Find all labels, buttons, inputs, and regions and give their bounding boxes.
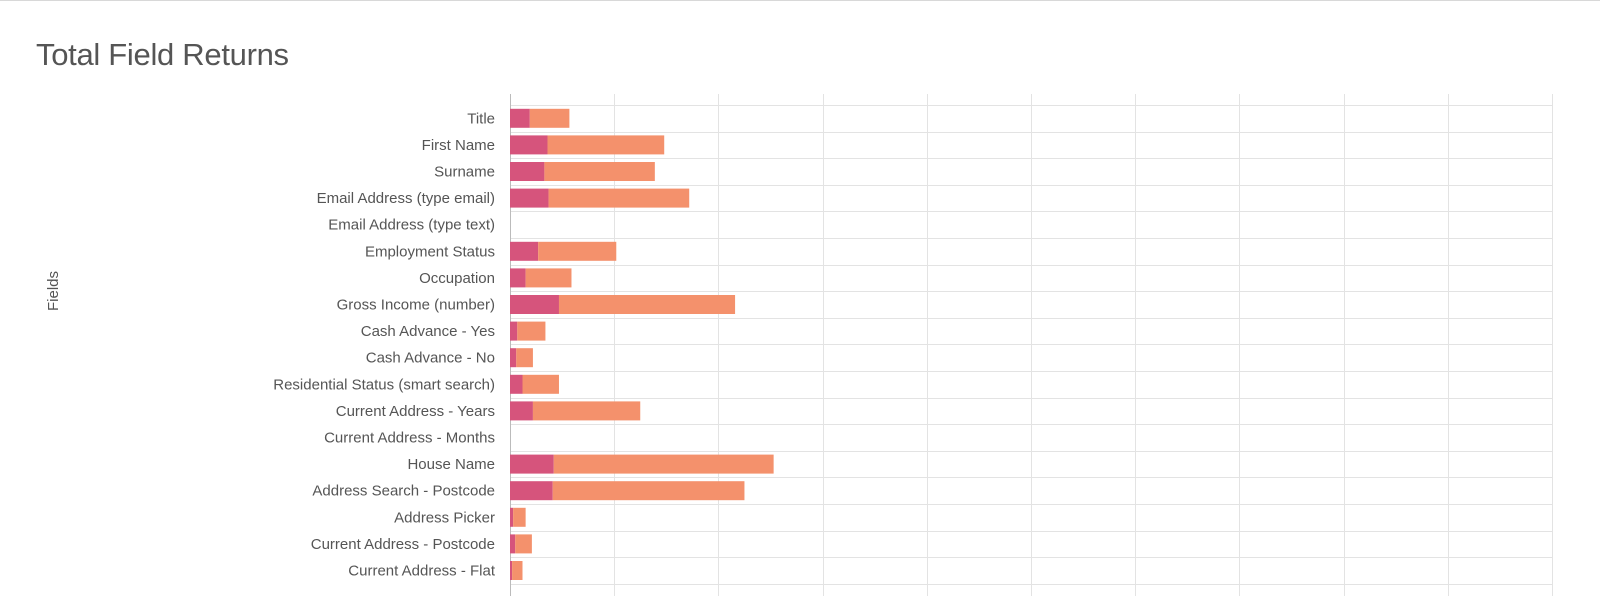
category-label: Current Address - Flat [348,563,496,580]
bar-segment-series-1[interactable] [510,268,526,288]
bar-segment-series-1[interactable] [510,401,533,421]
bar-segment-series-1[interactable] [510,348,517,368]
bar-segment-series-1[interactable] [510,374,523,394]
category-label: Email Address (type text) [328,217,495,234]
bar-segment-series-2[interactable] [512,561,523,580]
bar-segment-series-1[interactable] [510,481,553,501]
bar-segment-series-2[interactable] [553,454,774,474]
category-label: Employment Status [365,243,495,260]
chart-title: Total Field Returns [36,37,289,72]
bar-segment-series-2[interactable] [515,534,532,554]
bar-segment-series-1[interactable] [510,108,530,128]
category-label: Gross Income (number) [337,297,495,314]
category-label: Email Address (type email) [317,190,495,207]
bar-segment-series-1[interactable] [510,188,549,208]
bar-segment-series-2[interactable] [552,481,745,501]
bar-segment-series-2[interactable] [548,188,690,208]
category-label: Title [467,110,495,127]
category-label: Surname [434,164,495,181]
bar-segment-series-1[interactable] [510,295,559,314]
bar-segment-series-1[interactable] [510,454,554,474]
category-label: Current Address - Postcode [311,536,495,553]
bar-segment-series-1[interactable] [510,135,548,155]
category-label: Address Picker [394,509,495,526]
category-label: Address Search - Postcode [312,483,495,500]
y-axis-label: Fields [45,271,62,311]
bar-segment-series-2[interactable] [529,108,570,128]
bar-segment-series-2[interactable] [538,241,617,261]
chart-bars [510,108,774,580]
category-label: Current Address - Years [336,403,495,420]
bar-segment-series-2[interactable] [525,268,572,288]
chart-grid [510,94,1553,596]
category-labels: Title First Name Surname Email Address (typ… [273,110,496,579]
category-label: Residential Status (smart search) [273,376,495,393]
category-label: Cash Advance - Yes [361,323,495,340]
bar-segment-series-2[interactable] [513,507,526,527]
bar-segment-series-2[interactable] [547,135,665,155]
bar-segment-series-2[interactable] [516,348,533,368]
category-label: Cash Advance - No [366,350,495,367]
category-label: House Name [407,456,495,473]
bar-segment-series-2[interactable] [558,295,736,314]
bar-segment-series-2[interactable] [532,401,641,421]
category-label: Current Address - Months [324,430,495,447]
category-label: Occupation [419,270,495,287]
bar-segment-series-1[interactable] [510,241,539,261]
bar-segment-series-1[interactable] [510,507,514,527]
bar-segment-series-1[interactable] [510,162,545,181]
category-label: First Name [422,137,495,154]
bar-segment-series-1[interactable] [510,561,513,580]
bar-segment-series-1[interactable] [510,321,518,341]
bar-segment-series-2[interactable] [522,374,559,394]
bar-segment-series-1[interactable] [510,534,516,554]
bar-segment-series-2[interactable] [517,321,546,341]
bar-segment-series-2[interactable] [544,162,655,181]
